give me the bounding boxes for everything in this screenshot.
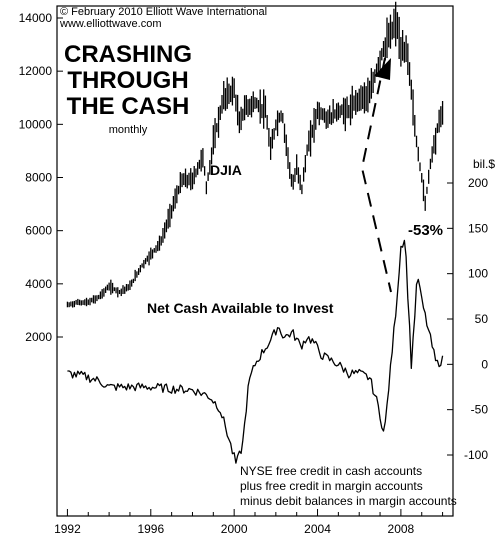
x-tick-label: 1992: [54, 522, 81, 536]
right-tick-label: 0: [481, 357, 488, 371]
title-line-3: THE CASH: [67, 93, 190, 120]
left-tick-label: 2000: [25, 330, 52, 344]
left-tick-label: 10000: [19, 117, 53, 131]
left-tick-label: 14000: [19, 11, 53, 25]
left-tick-label: 6000: [25, 224, 52, 238]
source-url: www.elliottwave.com: [59, 18, 161, 30]
right-tick-label: 150: [468, 221, 488, 235]
right-tick-label: 50: [475, 312, 489, 326]
net-cash-label: Net Cash Available to Invest: [147, 300, 334, 316]
left-tick-label: 8000: [25, 171, 52, 185]
right-axis-unit: bil.$: [473, 157, 495, 171]
djia-label: DJIA: [210, 162, 242, 178]
right-tick-label: -50: [471, 403, 489, 417]
note-line-1: NYSE free credit in cash accounts: [240, 464, 422, 478]
title-line-1: CRASHING: [64, 41, 192, 68]
subtitle: monthly: [109, 124, 148, 136]
dashed-arrow-line: [360, 57, 392, 293]
left-tick-label: 12000: [19, 64, 53, 78]
x-tick-label: 2004: [304, 522, 331, 536]
right-tick-label: -100: [464, 448, 488, 462]
x-tick-label: 2008: [388, 522, 415, 536]
right-tick-label: 100: [468, 267, 488, 281]
axes: 1992 1996 2000 2004 200814000120001000080006…: [19, 11, 489, 536]
note-line-2: plus free credit in margin accounts: [240, 479, 423, 493]
title-line-2: THROUGH: [67, 67, 188, 94]
x-tick-label: 1996: [137, 522, 164, 536]
decline-label: -53%: [408, 222, 443, 239]
right-tick-label: 200: [468, 176, 488, 190]
net-cash-line: [67, 239, 444, 464]
series-net-cash: [67, 239, 444, 464]
note-line-3: minus debit balances in margin accounts: [240, 494, 457, 508]
x-tick-label: 2000: [221, 522, 248, 536]
arrow-head: [374, 58, 391, 80]
series-djia: [66, 1, 444, 308]
left-tick-label: 4000: [25, 277, 52, 291]
copyright-text: © February 2010 Elliott Wave Internation…: [60, 6, 267, 18]
